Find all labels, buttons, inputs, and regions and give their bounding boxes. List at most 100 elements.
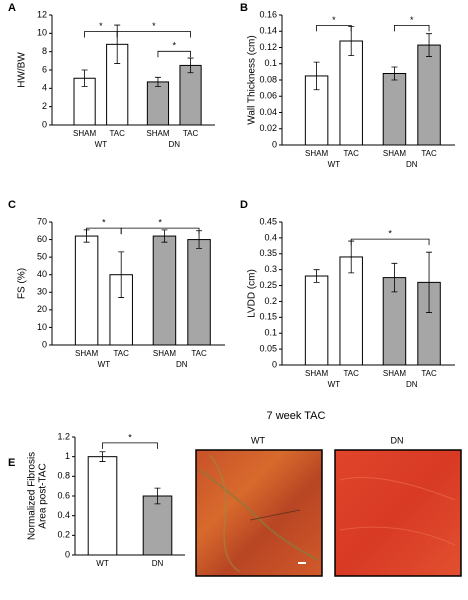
group-label: DN — [176, 360, 188, 369]
group-label: DN — [406, 380, 418, 389]
histology-dn — [334, 449, 462, 577]
panel-letter: C — [8, 199, 16, 211]
y-tick-label: 0.08 — [259, 74, 277, 84]
error-bar — [426, 33, 433, 57]
group-label: WT — [98, 360, 111, 369]
annotation: * — [410, 15, 414, 25]
bar — [382, 73, 407, 146]
y-tick-label: 0.2 — [57, 530, 70, 540]
x-tick-label: TAC — [343, 369, 359, 378]
bar — [417, 44, 441, 146]
y-tick-label: 0.12 — [259, 42, 277, 52]
significance-bracket — [157, 50, 191, 58]
y-tick-label: 0.16 — [259, 9, 277, 19]
y-tick-label: 0.4 — [57, 510, 70, 520]
y-axis-label: Area post-TAC — [38, 463, 49, 528]
x-tick-label: SHAM — [383, 369, 406, 378]
error-bar — [161, 229, 168, 243]
panel-letter: D — [240, 199, 248, 211]
group-label: WT — [328, 160, 341, 169]
annotation: * — [128, 432, 132, 442]
y-tick-label: 40 — [37, 269, 47, 279]
significance-bracket — [84, 31, 118, 38]
y-tick-label: 0 — [42, 119, 47, 129]
bar — [187, 239, 211, 346]
y-tick-label: 0.02 — [259, 123, 277, 133]
y-tick-label: 0.15 — [259, 312, 277, 322]
x-tick-label: TAC — [421, 369, 437, 378]
y-tick-label: 0.2 — [264, 296, 277, 306]
y-tick-label: 0 — [42, 339, 47, 349]
x-tick-label: DN — [152, 559, 164, 568]
y-tick-label: 4 — [42, 83, 47, 93]
y-tick-label: 0.14 — [259, 26, 277, 36]
x-tick-label: SHAM — [146, 129, 169, 138]
x-tick-label: SHAM — [383, 149, 406, 158]
error-bar — [391, 262, 398, 293]
error-bar — [426, 251, 433, 313]
error-bar — [313, 61, 320, 91]
error-bar — [118, 251, 125, 298]
annotation: * — [172, 41, 176, 51]
y-axis-label: LVDD (cm) — [247, 269, 258, 318]
panel-letter: B — [240, 2, 248, 14]
x-tick-label: TAC — [343, 149, 359, 158]
y-tick-label: 70 — [37, 216, 47, 226]
bar — [74, 235, 99, 346]
images-title: 7 week TAC — [267, 410, 326, 422]
y-tick-label: 0.6 — [57, 490, 70, 500]
x-tick-label: SHAM — [305, 149, 328, 158]
y-tick-label: 0.05 — [259, 343, 277, 353]
error-bar — [154, 487, 161, 505]
group-label: DN — [406, 160, 418, 169]
panel-letter: E — [8, 457, 15, 469]
annotation: * — [388, 229, 392, 239]
y-tick-label: 1.2 — [57, 431, 70, 441]
error-bar — [99, 451, 106, 462]
y-tick-label: 0 — [65, 549, 70, 559]
y-axis-label: Normalized Fibrosis — [27, 452, 38, 540]
y-tick-label: 50 — [37, 252, 47, 262]
bar — [179, 64, 202, 126]
significance-bracket — [316, 25, 352, 32]
y-tick-label: 0.1 — [264, 328, 277, 338]
annotation: * — [158, 218, 162, 228]
error-bar — [81, 69, 88, 87]
y-axis-label: FS (%) — [17, 268, 28, 299]
y-tick-label: 0 — [272, 139, 277, 149]
x-tick-label: TAC — [191, 349, 207, 358]
y-tick-label: 10 — [37, 322, 47, 332]
annotation: * — [152, 21, 156, 31]
y-tick-label: 60 — [37, 234, 47, 244]
annotation: * — [102, 218, 106, 228]
y-tick-label: 1 — [65, 451, 70, 461]
x-tick-label: TAC — [421, 149, 437, 158]
y-tick-label: 0.3 — [264, 264, 277, 274]
y-tick-label: 30 — [37, 287, 47, 297]
x-tick-label: TAC — [183, 129, 199, 138]
error-bar — [391, 66, 398, 81]
group-label: WT — [328, 380, 341, 389]
significance-bracket — [86, 227, 122, 235]
x-tick-label: SHAM — [153, 349, 176, 358]
significance-bracket — [120, 227, 200, 235]
error-bar — [187, 57, 194, 74]
error-bar — [313, 269, 320, 283]
y-tick-label: 0 — [272, 359, 277, 369]
x-tick-label: WT — [96, 559, 109, 568]
y-tick-label: 0.8 — [57, 471, 70, 481]
y-tick-label: 2 — [42, 101, 47, 111]
x-tick-label: TAC — [113, 349, 129, 358]
y-tick-label: 0.06 — [259, 91, 277, 101]
panel-letter: A — [8, 2, 16, 14]
y-tick-label: 0.1 — [264, 58, 277, 68]
y-tick-label: 8 — [42, 46, 47, 56]
y-tick-label: 6 — [42, 64, 47, 74]
annotation: * — [332, 15, 336, 25]
y-tick-label: 10 — [37, 28, 47, 38]
x-tick-label: SHAM — [73, 129, 96, 138]
group-label: WT — [95, 140, 108, 149]
significance-bracket — [394, 25, 430, 32]
y-tick-label: 0.4 — [264, 232, 277, 242]
